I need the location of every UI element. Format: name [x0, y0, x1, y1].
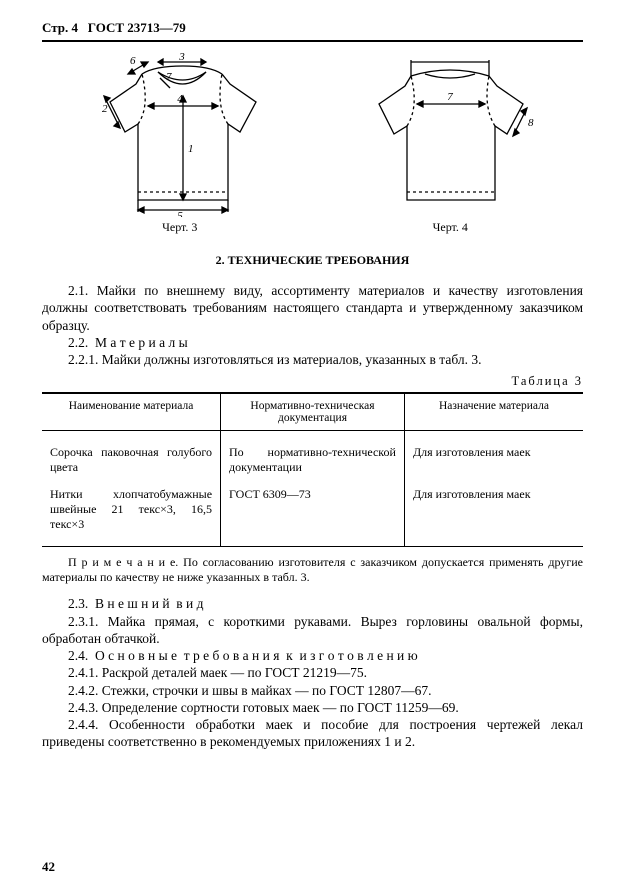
table-cell: Сорочка паковочная голубого цвета: [42, 431, 221, 482]
svg-text:8: 8: [528, 117, 534, 129]
table-cell: По нормативно-технической документации: [221, 431, 405, 482]
standard-number: ГОСТ 23713—79: [88, 20, 186, 35]
table-caption: Таблица 3: [42, 374, 583, 389]
fig4-caption: Черт. 4: [345, 220, 555, 235]
page-num-top: Стр. 4: [42, 20, 78, 35]
table-row: Нитки хлопчатобумажные швейные 21 текс×3…: [42, 481, 583, 546]
svg-text:7: 7: [448, 91, 454, 103]
table-cell: Для изготовления маек: [404, 431, 583, 482]
table-col-2: Назначение материала: [404, 394, 583, 431]
para-2-4-4: 2.4.4. Особенности обработки маек и посо…: [42, 716, 583, 751]
page-number-bottom: 42: [42, 859, 55, 875]
table-note: П р и м е ч а н и е. По согласованию изг…: [42, 555, 583, 585]
svg-text:6: 6: [130, 55, 136, 67]
para-2-4-2: 2.4.2. Стежки, строчки и швы в майках — …: [42, 682, 583, 699]
figure-4: 7 8 Черт. 4: [345, 52, 555, 235]
table-cell: ГОСТ 6309—73: [221, 481, 405, 546]
table-col-0: Наименование материала: [42, 394, 221, 431]
svg-text:2: 2: [102, 103, 108, 115]
svg-text:3: 3: [178, 52, 185, 63]
figure-3: 5 1 4 3 6 7 2 Черт. 3: [70, 52, 290, 235]
table-row: Сорочка паковочная голубого цвета По нор…: [42, 431, 583, 482]
table-cell: Нитки хлопчатобумажные швейные 21 текс×3…: [42, 481, 221, 546]
para-2-2-1: 2.2.1. Майки должны изготовляться из мат…: [42, 351, 583, 368]
page-header: Стр. 4 ГОСТ 23713—79: [42, 20, 583, 42]
para-2-4: 2.4. О с н о в н ы е т р е б о в а н и я…: [42, 647, 583, 664]
table-col-1: Нормативно-техническая документация: [221, 394, 405, 431]
table-3: Наименование материала Нормативно-технич…: [42, 392, 583, 547]
para-2-4-3: 2.4.3. Определение сортности готовых мае…: [42, 699, 583, 716]
fig3-caption: Черт. 3: [70, 220, 290, 235]
svg-text:7: 7: [166, 71, 172, 83]
svg-text:1: 1: [188, 143, 194, 155]
figures-row: 5 1 4 3 6 7 2 Черт. 3: [42, 52, 583, 235]
para-2-1: 2.1. Майки по внешнему виду, ассортимент…: [42, 282, 583, 334]
table-cell: Для изготовления маек: [404, 481, 583, 546]
para-2-2: 2.2. М а т е р и а л ы: [42, 334, 583, 351]
para-2-3: 2.3. В н е ш н и й в и д: [42, 595, 583, 612]
svg-text:5: 5: [177, 210, 183, 217]
section-title: 2. ТЕХНИЧЕСКИЕ ТРЕБОВАНИЯ: [42, 253, 583, 268]
svg-text:4: 4: [177, 93, 183, 105]
para-2-3-1: 2.3.1. Майка прямая, с короткими рукавам…: [42, 613, 583, 648]
para-2-4-1: 2.4.1. Раскрой деталей маек — по ГОСТ 21…: [42, 664, 583, 681]
